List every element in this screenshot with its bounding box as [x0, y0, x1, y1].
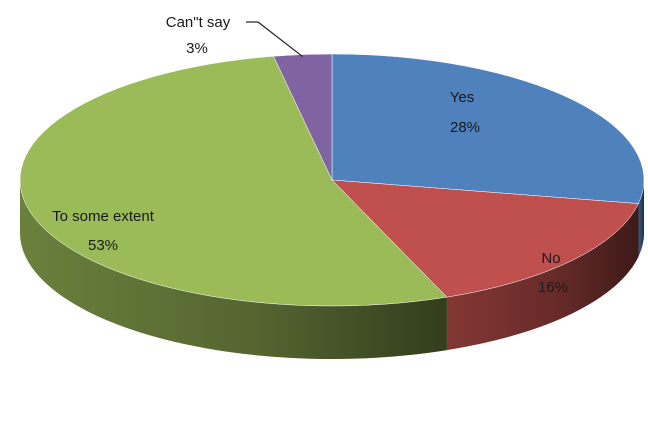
- pie-side-shade: [446, 203, 639, 351]
- cant-say-leader-line: [257, 21, 304, 58]
- slice-pct-cant-say: 3%: [186, 40, 208, 57]
- slice-label-yes: Yes: [450, 89, 474, 106]
- pie-side-shade: [20, 180, 447, 359]
- pie-side-shade: [638, 180, 644, 257]
- slice-pct-yes: 28%: [450, 119, 480, 136]
- pie-tops: [19, 53, 645, 307]
- slice-label-no: No: [541, 250, 560, 267]
- slice-pct-no: 16%: [538, 279, 568, 296]
- pie-slice-yes: [331, 53, 645, 204]
- pie-slice-no: [331, 179, 639, 298]
- pie-sides: [20, 180, 644, 359]
- pie-slice-can-t-say: [273, 53, 333, 181]
- pie-slice-to-some-extent: [19, 55, 448, 307]
- slice-label-to-some-extent: To some extent: [52, 208, 155, 225]
- slice-pct-to-some-extent: 53%: [88, 237, 118, 254]
- slice-label-cant-say: Can"t say: [166, 14, 231, 31]
